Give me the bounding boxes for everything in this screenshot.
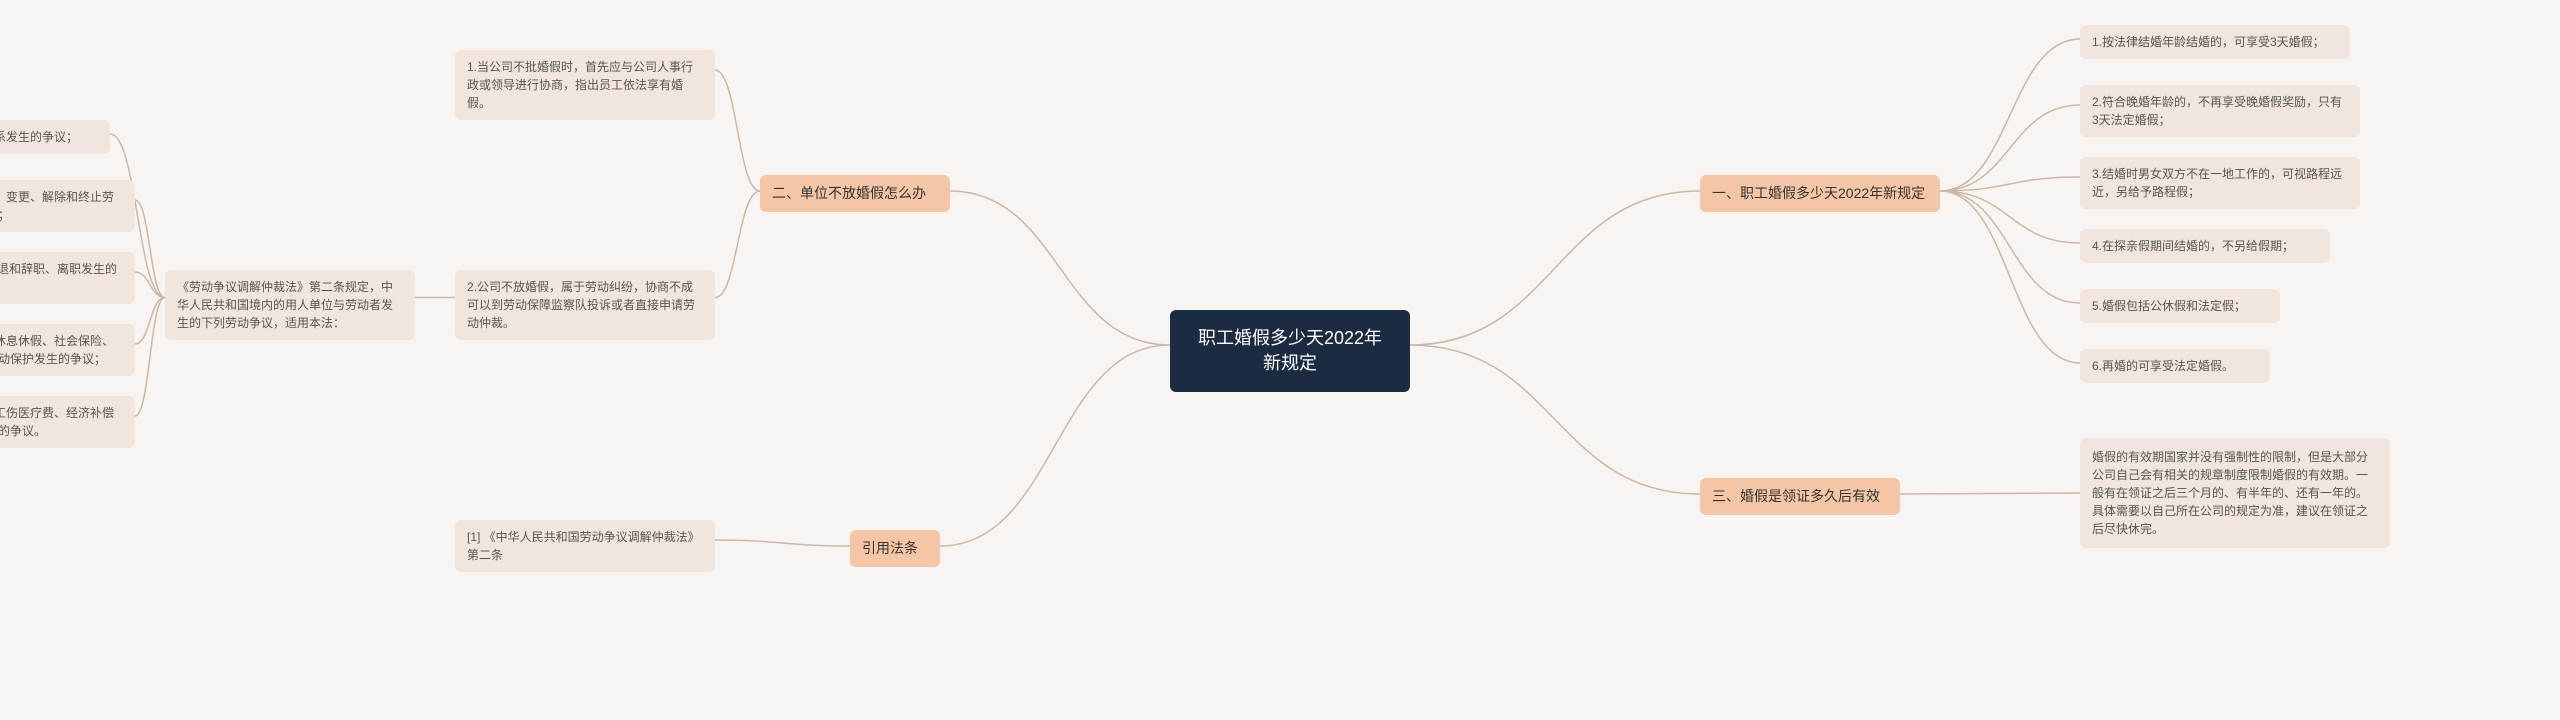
branch-r3: 三、婚假是领证多久后有效 <box>1700 478 1900 515</box>
leaf-r1-1: 2.符合晚婚年龄的，不再享受晚婚假奖励，只有3天法定婚假； <box>2080 85 2360 137</box>
branch-r1: 一、职工婚假多少天2022年新规定 <box>1700 175 1940 212</box>
node-lref: 引用法条 <box>850 530 940 567</box>
leaf-r1-4: 5.婚假包括公休假和法定假； <box>2080 289 2280 323</box>
node-l2-1-0-0: (一)因确认劳动关系发生的争议； <box>0 120 110 154</box>
leaf-r3-0: 婚假的有效期国家并没有强制性的限制，但是大部分公司自己会有相关的规章制度限制婚假… <box>2080 438 2390 548</box>
node-l2: 二、单位不放婚假怎么办 <box>760 175 950 212</box>
node-l2-0: 1.当公司不批婚假时，首先应与公司人事行政或领导进行协商，指出员工依法享有婚假。 <box>455 50 715 120</box>
node-l2-1-0-1: (二)因订立、履行、变更、解除和终止劳动合同发生的争议； <box>0 180 135 232</box>
node-l2-1: 2.公司不放婚假，属于劳动纠纷，协商不成可以到劳动保障监察队投诉或者直接申请劳动… <box>455 270 715 340</box>
node-lref-0: [1] 《中华人民共和国劳动争议调解仲裁法》第二条 <box>455 520 715 572</box>
leaf-r1-2: 3.结婚时男女双方不在一地工作的，可视路程远近，另给予路程假； <box>2080 157 2360 209</box>
node-l2-1-0-3: (四)因工作时间、休息休假、社会保险、福利、培训以及劳动保护发生的争议； <box>0 324 135 376</box>
leaf-r1-0: 1.按法律结婚年龄结婚的，可享受3天婚假； <box>2080 25 2350 59</box>
node-l2-1-0-4: (五)因劳动报酬、工伤医疗费、经济补偿或者赔偿金等发生的争议。 <box>0 396 135 448</box>
leaf-r1-3: 4.在探亲假期间结婚的，不另给假期； <box>2080 229 2330 263</box>
node-l2-1-0-2: (三)因除名、辞退和辞职、离职发生的争议； <box>0 252 135 304</box>
root-node: 职工婚假多少天2022年新规定 <box>1170 310 1410 392</box>
node-l2-1-0: 《劳动争议调解仲裁法》第二条规定，中华人民共和国境内的用人单位与劳动者发生的下列… <box>165 270 415 340</box>
leaf-r1-5: 6.再婚的可享受法定婚假。 <box>2080 349 2270 383</box>
